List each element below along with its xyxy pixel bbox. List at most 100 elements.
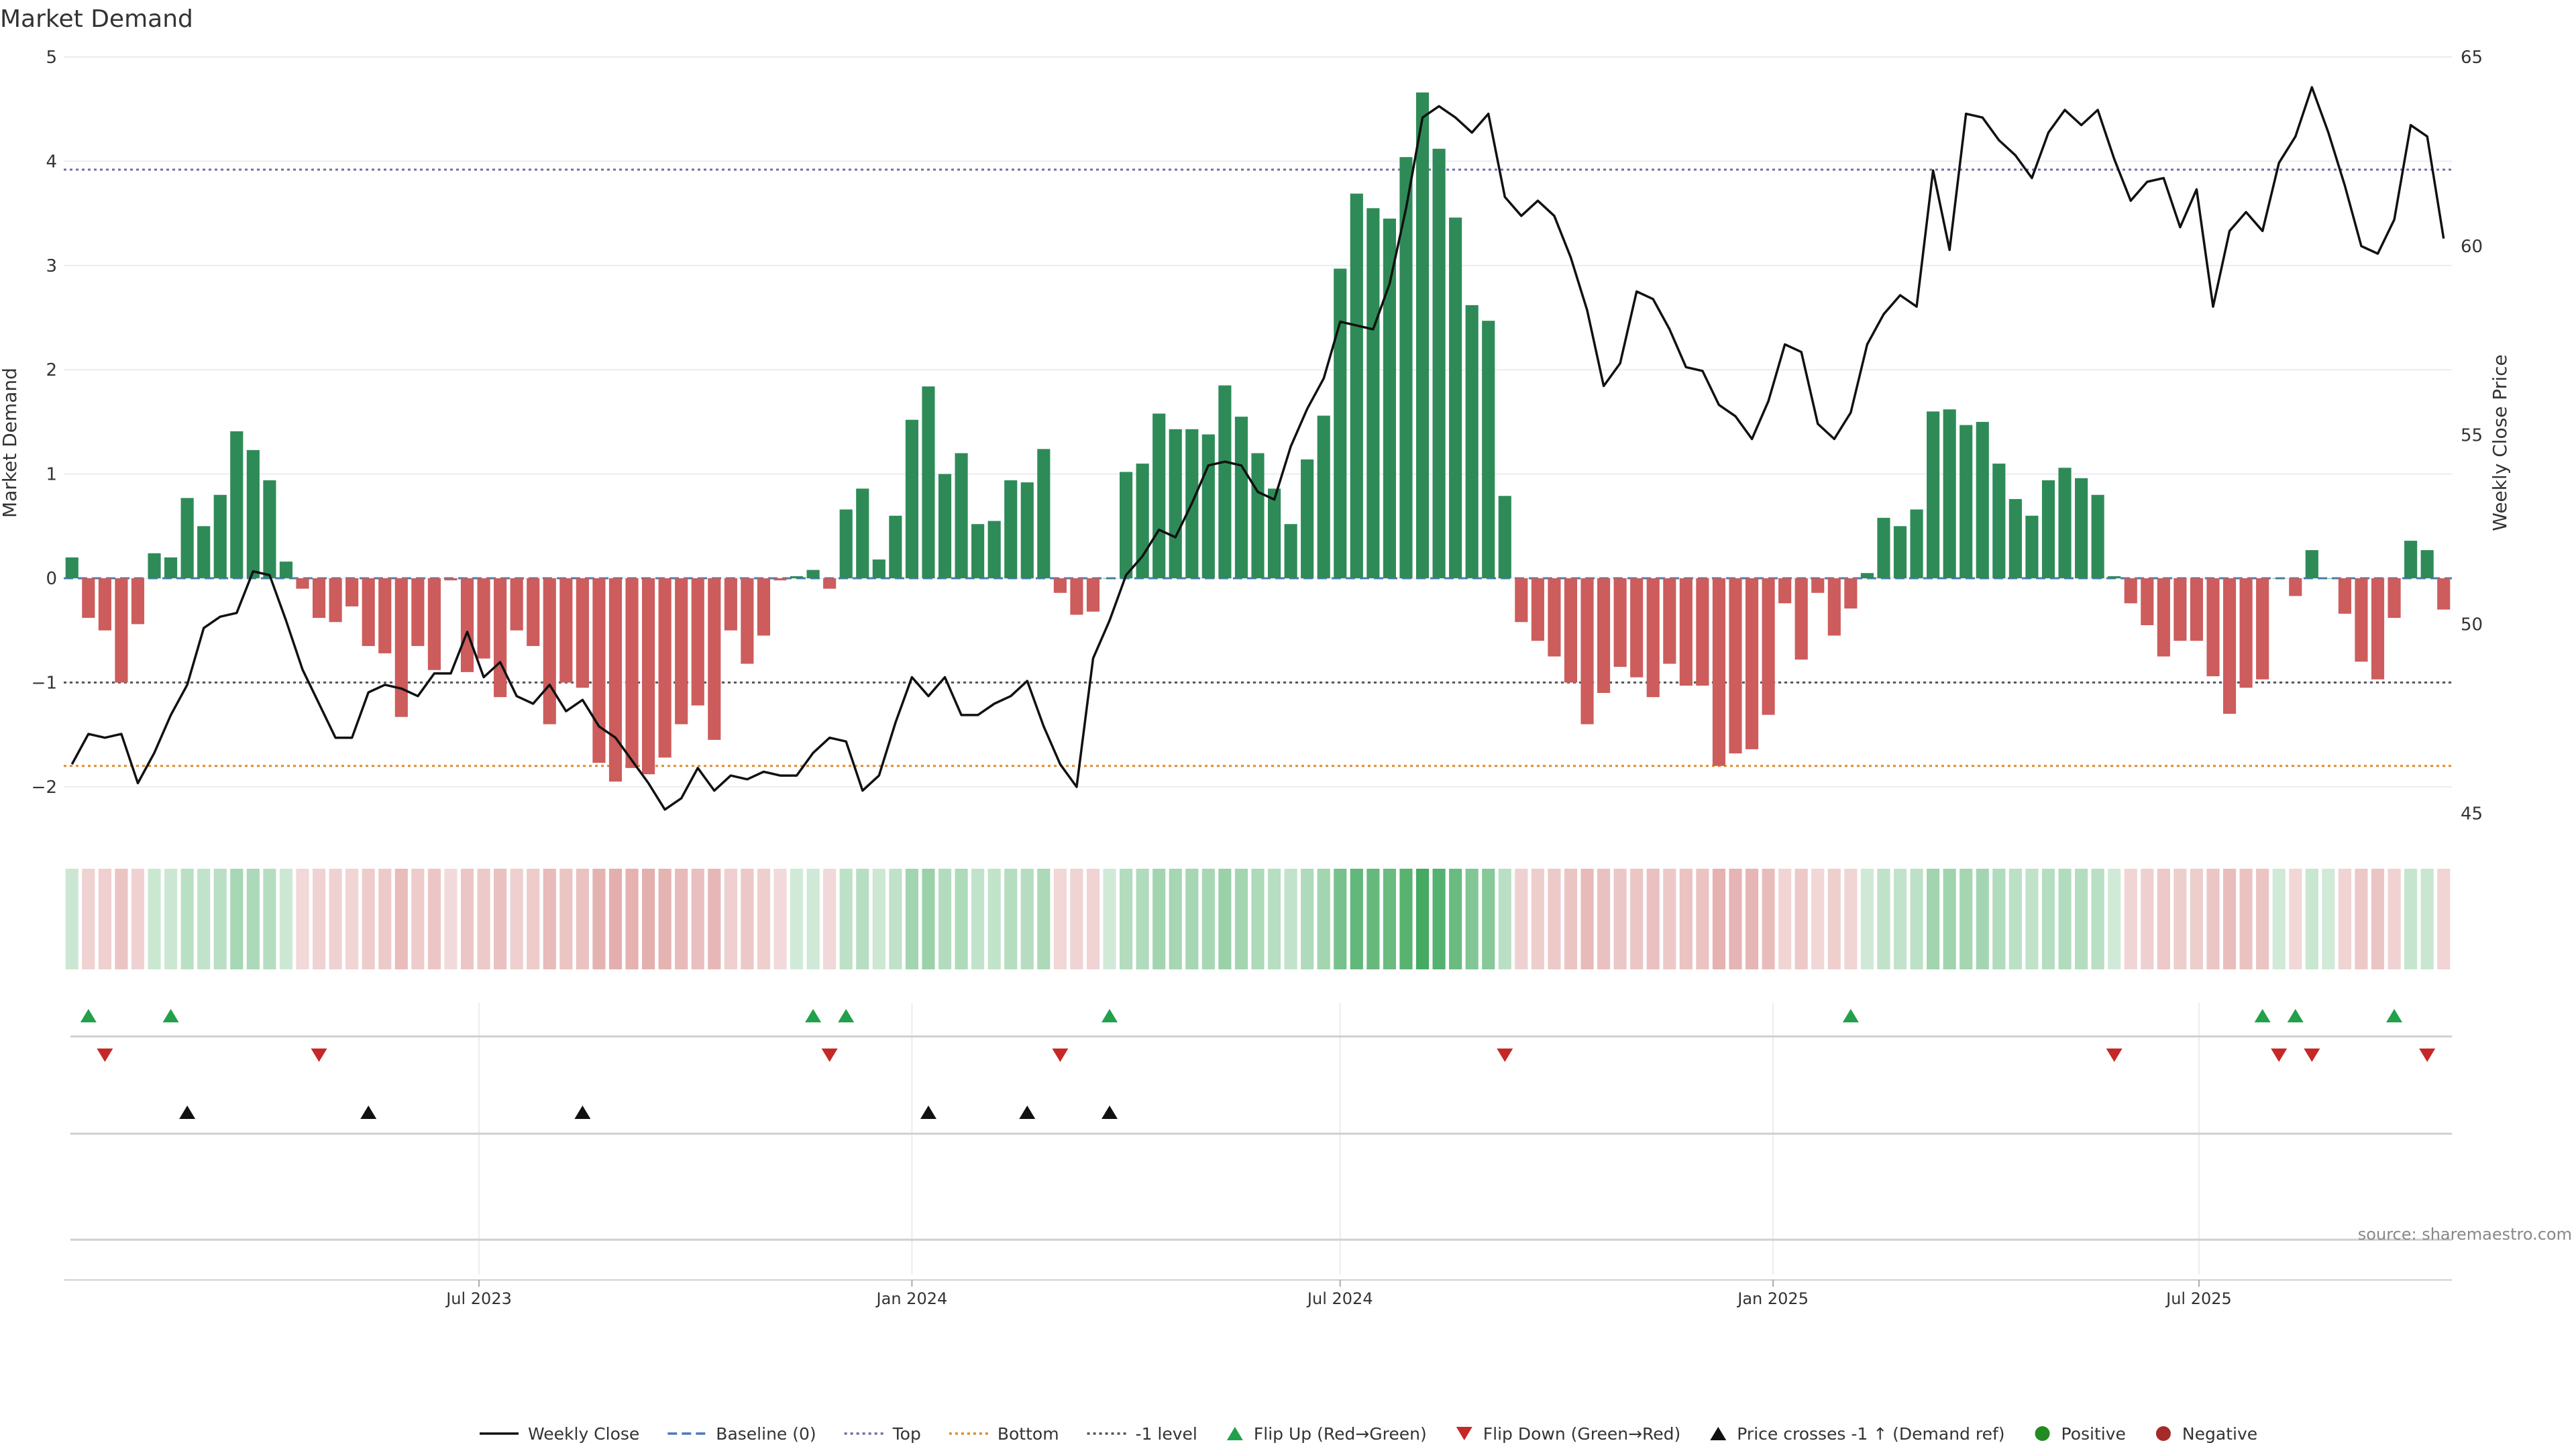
demand-bar [1120,472,1133,579]
demand-bar [1498,496,1511,579]
demand-bar [197,526,211,579]
demand-bar [1449,217,1462,579]
strip-cell [2008,869,2022,969]
price-cross-marker [920,1106,936,1119]
strip-cell [378,869,392,969]
legend-swatch [2035,1426,2050,1441]
strip-cell [559,869,573,969]
strip-cell [741,869,754,969]
demand-bar [378,578,392,653]
demand-bar [2157,578,2170,657]
demand-bar [345,578,359,606]
x-tick-label: Jan 2024 [875,1289,948,1308]
strip-cell [905,869,918,969]
strip-cell [543,869,556,969]
demand-bar [889,515,902,579]
y2-axis-label: Weekly Close Price [2489,354,2511,531]
strip-cell [1317,869,1330,969]
strip-cell [2322,869,2335,969]
legend-label: Bottom [998,1424,1059,1444]
demand-bar [1070,578,1083,615]
strip-cell [2174,869,2187,969]
demand-bar [2058,468,2072,579]
strip-cell [1794,869,1808,969]
strip-cell [362,869,375,969]
demand-bar [2206,578,2220,677]
demand-bar [691,578,704,706]
demand-bar [1877,517,1890,579]
flip-down-marker [821,1049,838,1062]
demand-bar [987,521,1001,579]
demand-bar [1548,578,1561,657]
strip-cell [131,869,145,969]
strip-cell [1646,869,1660,969]
price-cross-marker [179,1106,196,1119]
strip-cell [790,869,804,969]
demand-bar [2272,578,2286,579]
demand-bar [1580,578,1594,724]
strip-cell [460,869,474,969]
strip-cell [2256,869,2269,969]
demand-bar [823,578,837,589]
strip-cell [724,869,737,969]
demand-bar [905,419,918,579]
demand-bar [1465,305,1479,579]
strip-cell [1778,869,1792,969]
strip-cell [757,869,771,969]
strip-cell [1053,869,1067,969]
demand-bar [1201,434,1215,579]
strip-cell [691,869,704,969]
strip-cell [510,869,523,969]
demand-bar [1482,321,1495,579]
demand-bar [2355,578,2368,662]
legend-swatch [1710,1427,1727,1440]
demand-strip [65,869,2451,969]
demand-bar [2124,578,2137,604]
strip-cell [2058,869,2072,969]
strip-cell [856,869,869,969]
strip-cell [477,869,490,969]
strip-cell [2387,869,2401,969]
strip-cell [65,869,78,969]
flip-down-marker [2304,1049,2320,1062]
strip-cell [2108,869,2121,969]
strip-cell [1251,869,1265,969]
strip-cell [675,869,688,969]
strip-cell [427,869,441,969]
strip-cell [1877,869,1890,969]
demand-bar [2289,578,2302,596]
demand-bar [1218,385,1232,579]
strip-cell [263,869,276,969]
strip-cell [296,869,309,969]
demand-bar [1086,578,1100,612]
strip-cell [1103,869,1116,969]
demand-bar [1053,578,1067,593]
strip-cell [708,869,721,969]
demand-bar [1762,578,1775,715]
legend-item: Flip Down (Green→Red) [1456,1424,1680,1444]
strip-cell [1729,869,1742,969]
demand-bar [708,578,721,740]
strip-cell [2371,869,2385,969]
strip-cell [971,869,985,969]
flip-up-marker [80,1009,97,1022]
flip-up-marker [2287,1009,2304,1022]
strip-cell [2437,869,2451,969]
strip-cell [82,869,95,969]
demand-bar [1613,578,1627,667]
flip-down-marker [2419,1049,2436,1062]
demand-bar [1827,578,1841,636]
strip-cell [1415,869,1430,969]
flip-up-marker [838,1009,855,1022]
strip-cell [1037,869,1051,969]
demand-bar [1745,578,1759,749]
demand-bar [296,578,309,589]
strip-cell [2305,869,2318,969]
demand-bar [82,578,95,619]
strip-cell [773,869,787,969]
x-axis: Jul 2023 Jan 2024 Jul 2024 Jan 2025 Jul 2025 [64,1279,2452,1308]
legend-item: Flip Up (Red→Green) [1226,1424,1427,1444]
demand-bar [1729,578,1742,754]
strip-cell [1449,869,1462,969]
demand-bar [460,578,474,672]
